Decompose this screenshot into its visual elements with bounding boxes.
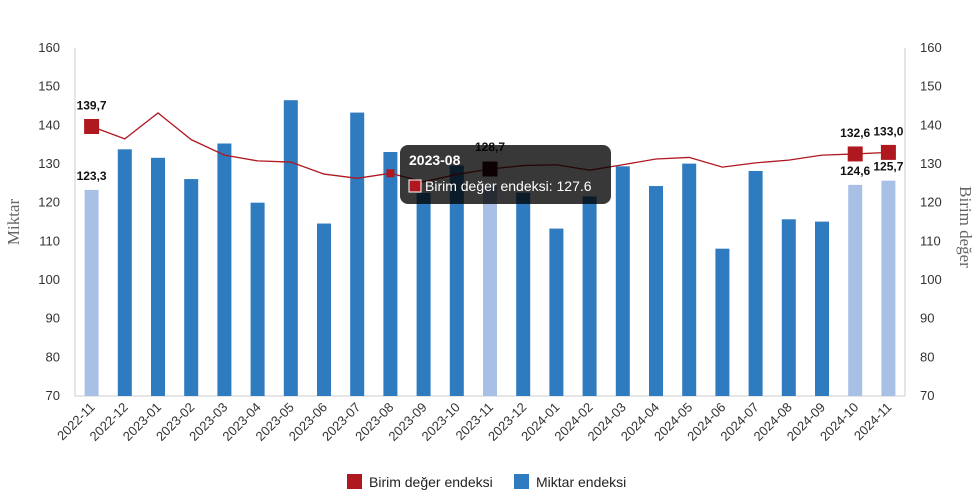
bar-2023-06[interactable]	[317, 223, 331, 396]
bar-2023-09[interactable]	[416, 193, 431, 396]
tooltip-title: 2023-08	[409, 152, 461, 168]
y-left-tick-label: 120	[38, 195, 60, 210]
legend-item[interactable]: Miktar endeksi	[514, 474, 626, 490]
legend-swatch	[514, 474, 529, 489]
bar-2022-11[interactable]	[84, 189, 99, 396]
bar-2024-02[interactable]	[582, 196, 597, 396]
tooltip: 2023-08 Birim değer endeksi: 127.6	[400, 145, 611, 204]
y-right-tick-label: 110	[920, 233, 941, 248]
bar-2023-02[interactable]	[184, 179, 199, 396]
y-left-tick-label: 150	[38, 79, 60, 94]
legend-label: Birim değer endeksi	[369, 474, 493, 490]
line-data-label: 133,0	[873, 124, 903, 138]
bar-data-label: 123,3	[77, 169, 107, 183]
y-right-tick-label: 160	[920, 40, 942, 55]
bar-2023-03[interactable]	[217, 143, 232, 396]
y-right-tick-label: 140	[920, 117, 942, 132]
x-tick-label: 2024-11	[851, 400, 895, 444]
y-left-tick-label: 140	[38, 117, 60, 132]
legend-item[interactable]: Birim değer endeksi	[347, 474, 493, 490]
y-left-tick-label: 70	[46, 388, 60, 403]
bar-2023-05[interactable]	[283, 100, 298, 396]
bar-data-label: 124,6	[840, 164, 870, 178]
bar-2024-09[interactable]	[815, 221, 829, 396]
left-axis-ticks: 70 80 90 100 110 120 130 140 150 160	[38, 40, 60, 403]
y-left-tick-label: 160	[38, 40, 60, 55]
bar-2023-08[interactable]	[383, 152, 398, 396]
bar-2023-10[interactable]	[449, 165, 464, 396]
bar-2022-12[interactable]	[117, 149, 132, 396]
bar-2024-07[interactable]	[748, 170, 763, 396]
y-left-tick-label: 100	[38, 272, 60, 287]
legend-label: Miktar endeksi	[536, 474, 626, 490]
bar-2023-11[interactable]	[483, 185, 497, 396]
bar-data-label: 125,7	[873, 160, 903, 174]
line-marker-2022-11[interactable]	[84, 118, 100, 134]
y-left-tick-label: 110	[39, 233, 60, 248]
bar-2023-01[interactable]	[151, 157, 165, 396]
legend-swatch	[347, 474, 362, 489]
tooltip-swatch	[408, 179, 422, 193]
y-right-tick-label: 70	[920, 388, 934, 403]
y-right-tick-label: 130	[920, 156, 942, 171]
tooltip-box	[400, 145, 611, 204]
line-data-label: 132,6	[840, 126, 870, 140]
y-axis-left-title: Miktar	[4, 199, 23, 246]
y-left-tick-label: 90	[46, 311, 60, 326]
bar-2024-01[interactable]	[549, 228, 564, 396]
bar-2023-04[interactable]	[250, 202, 265, 396]
bar-2024-03[interactable]	[615, 166, 630, 396]
bar-2024-10[interactable]	[848, 184, 863, 396]
legend[interactable]: Birim değer endeksi Miktar endeksi	[347, 474, 626, 490]
line-marker-2024-10[interactable]	[847, 146, 863, 162]
bar-2024-04[interactable]	[649, 186, 663, 396]
tooltip-text: Birim değer endeksi: 127.6	[425, 178, 592, 194]
bar-2024-08[interactable]	[781, 219, 796, 396]
bar-2024-05[interactable]	[682, 163, 697, 396]
y-right-tick-label: 100	[920, 272, 942, 287]
line-data-label: 139,7	[77, 98, 107, 112]
bar-2023-07[interactable]	[350, 112, 365, 396]
y-left-tick-label: 80	[46, 349, 60, 364]
bar-2024-11[interactable]	[881, 180, 896, 396]
y-axis-right-title: Birim değer	[956, 186, 975, 268]
line-marker-2023-08[interactable]	[386, 169, 395, 178]
line-marker-2024-11[interactable]	[880, 144, 896, 160]
y-right-tick-label: 150	[920, 79, 942, 94]
bar-2023-12[interactable]	[516, 192, 531, 396]
y-right-tick-label: 80	[920, 349, 934, 364]
y-left-tick-label: 130	[38, 156, 60, 171]
bar-series-miktar	[84, 100, 896, 396]
y-right-tick-label: 90	[920, 311, 934, 326]
y-right-tick-label: 120	[920, 195, 942, 210]
right-axis-ticks: 70 80 90 100 110 120 130 140 150 160	[920, 40, 942, 403]
bar-2024-06[interactable]	[715, 248, 730, 396]
x-axis-ticks: 2022-112022-122023-012023-022023-032023-…	[54, 400, 894, 444]
